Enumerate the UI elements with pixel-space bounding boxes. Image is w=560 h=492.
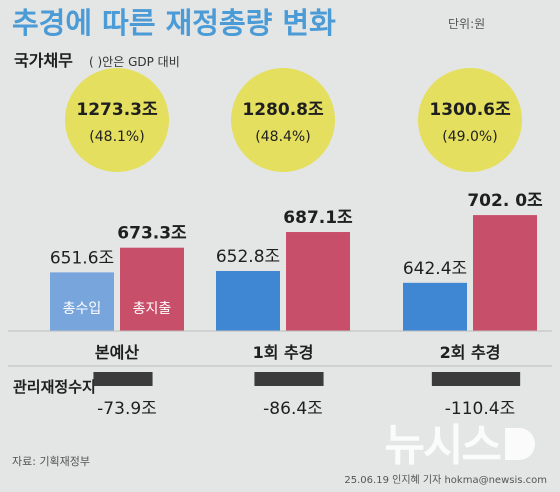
expenditure-bar	[473, 215, 537, 331]
chart-title: 추경에 따른 재정총량 변화	[12, 6, 336, 40]
category-label: 본예산	[95, 343, 139, 362]
debt-value-label: 1280.8조	[242, 100, 324, 120]
source: 자료: 기획재정부	[12, 455, 90, 468]
revenue-value-label: 642.4조	[403, 259, 467, 279]
debt-circle	[418, 68, 522, 172]
fiscal-balance-bar	[254, 372, 324, 386]
revenue-bar	[403, 282, 467, 331]
debt-circle	[231, 68, 335, 172]
debt-gdp-ratio-label: (48.4%)	[255, 129, 310, 145]
category-labels: 본예산 1회 추경 2회 추경	[95, 343, 501, 362]
category-label: 2회 추경	[440, 343, 501, 362]
expenditure-value-label: 687.1조	[283, 208, 353, 228]
debt-note: ( )안은 GDP 대비	[89, 55, 180, 69]
debt-circles: 1273.3조 (48.1%) 1280.8조 (48.4%) 1300.6조 (49.0…	[65, 68, 522, 172]
fiscal-balance-value-label: -86.4조	[263, 399, 323, 419]
fiscal-balance-label: 관리재정수지	[13, 378, 96, 396]
fiscal-balance-bar	[431, 372, 521, 386]
debt-value-label: 1273.3조	[76, 100, 158, 120]
newsis-logo: 뉴시스	[385, 420, 501, 471]
footer: 자료: 기획재정부 25.06.19 인지혜 기자 hokma@newsis.c…	[12, 420, 547, 486]
revenue-value-label: 652.8조	[216, 247, 280, 267]
series-name-label: 총지출	[133, 301, 172, 317]
unit-note: 단위:원	[448, 17, 485, 31]
credit: 25.06.19 인지혜 기자 hokma@newsis.com	[344, 474, 547, 486]
expenditure-value-label: 702. 0조	[467, 191, 543, 211]
revenue-bar	[216, 271, 280, 331]
debt-gdp-ratio-label: (49.0%)	[442, 129, 497, 145]
fiscal-balance: -73.9조 -86.4조 -110.4조	[93, 372, 521, 419]
revenue-bar	[50, 272, 114, 331]
debt-circle	[65, 68, 169, 172]
fiscal-balance-value-label: -73.9조	[97, 399, 157, 419]
expenditure-value-label: 673.3조	[117, 224, 187, 244]
series-name-label: 총수입	[63, 301, 102, 317]
expenditure-bar	[286, 232, 350, 331]
debt-gdp-ratio-label: (48.1%)	[89, 129, 144, 145]
header: 추경에 따른 재정총량 변화 단위:원 국가채무 ( )안은 GDP 대비	[12, 6, 485, 70]
fiscal-balance-value-label: -110.4조	[445, 399, 515, 419]
newsis-logo-mark	[505, 428, 535, 460]
category-label: 1회 추경	[253, 343, 314, 362]
debt-value-label: 1300.6조	[429, 100, 511, 120]
revenue-value-label: 651.6조	[50, 248, 114, 268]
debt-label: 국가채무	[14, 51, 73, 70]
expenditure-bar	[120, 247, 184, 331]
fiscal-balance-bar	[93, 372, 153, 386]
